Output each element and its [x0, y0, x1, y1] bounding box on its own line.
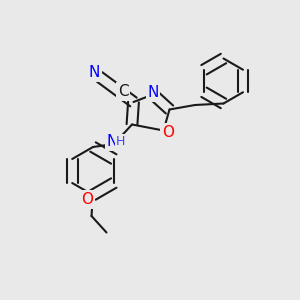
Text: C: C: [118, 84, 128, 99]
Text: O: O: [162, 124, 174, 140]
Text: O: O: [82, 192, 94, 207]
Text: H: H: [116, 135, 125, 148]
Text: N: N: [107, 134, 118, 149]
Text: N: N: [89, 65, 100, 80]
Text: N: N: [147, 85, 159, 100]
